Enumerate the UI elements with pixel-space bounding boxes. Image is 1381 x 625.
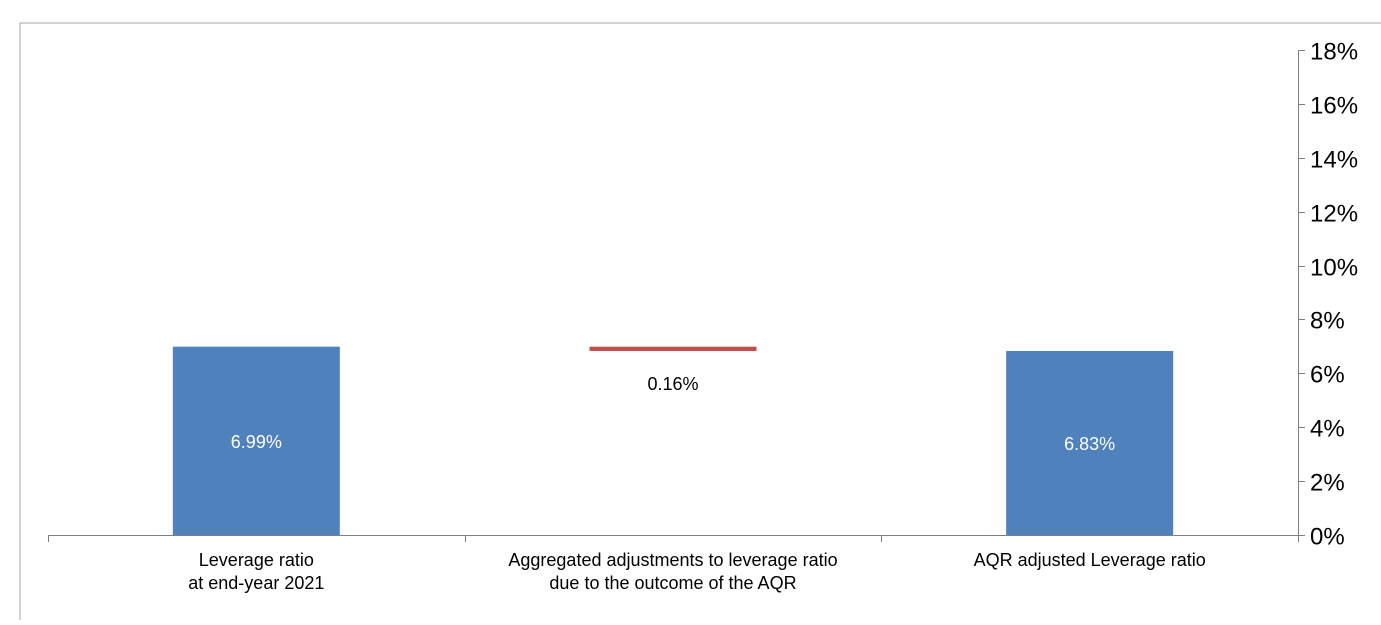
data-label: 6.99% xyxy=(231,432,282,452)
labels-group: 6.99% 0.16% 6.83% Leverage ratio at end-year… xyxy=(188,374,1205,593)
data-label: 0.16% xyxy=(647,374,698,394)
data-label: 6.83% xyxy=(1064,434,1115,454)
y-axis-tick-label: 16% xyxy=(1310,93,1358,120)
bar-total xyxy=(172,346,340,535)
y-axis-tick-label: 2% xyxy=(1310,470,1345,497)
bar-total xyxy=(1006,350,1174,535)
y-axis-tick-label: 0% xyxy=(1310,524,1345,551)
y-axis-tick-label: 8% xyxy=(1310,308,1345,335)
bars-group xyxy=(172,346,1174,535)
category-label: at end-year 2021 xyxy=(188,573,324,593)
y-axis-tick-label: 10% xyxy=(1310,255,1358,282)
category-label: Leverage ratio xyxy=(199,550,314,570)
y-axis-tick-label: 14% xyxy=(1310,147,1358,174)
y-axis-tick-label: 18% xyxy=(1310,39,1358,66)
y-axis-tick-label: 6% xyxy=(1310,362,1345,389)
bar-adjustment xyxy=(589,346,757,351)
category-label: due to the outcome of the AQR xyxy=(549,573,796,593)
category-label: AQR adjusted Leverage ratio xyxy=(974,550,1206,570)
category-label: Aggregated adjustments to leverage ratio xyxy=(508,550,837,570)
y-axis-tick-label: 4% xyxy=(1310,416,1345,443)
y-axis-tick-label: 12% xyxy=(1310,201,1358,228)
axes-group: 0% 2% 4% 6% 8% 10% 12% 14% 16% 18% xyxy=(48,39,1358,551)
